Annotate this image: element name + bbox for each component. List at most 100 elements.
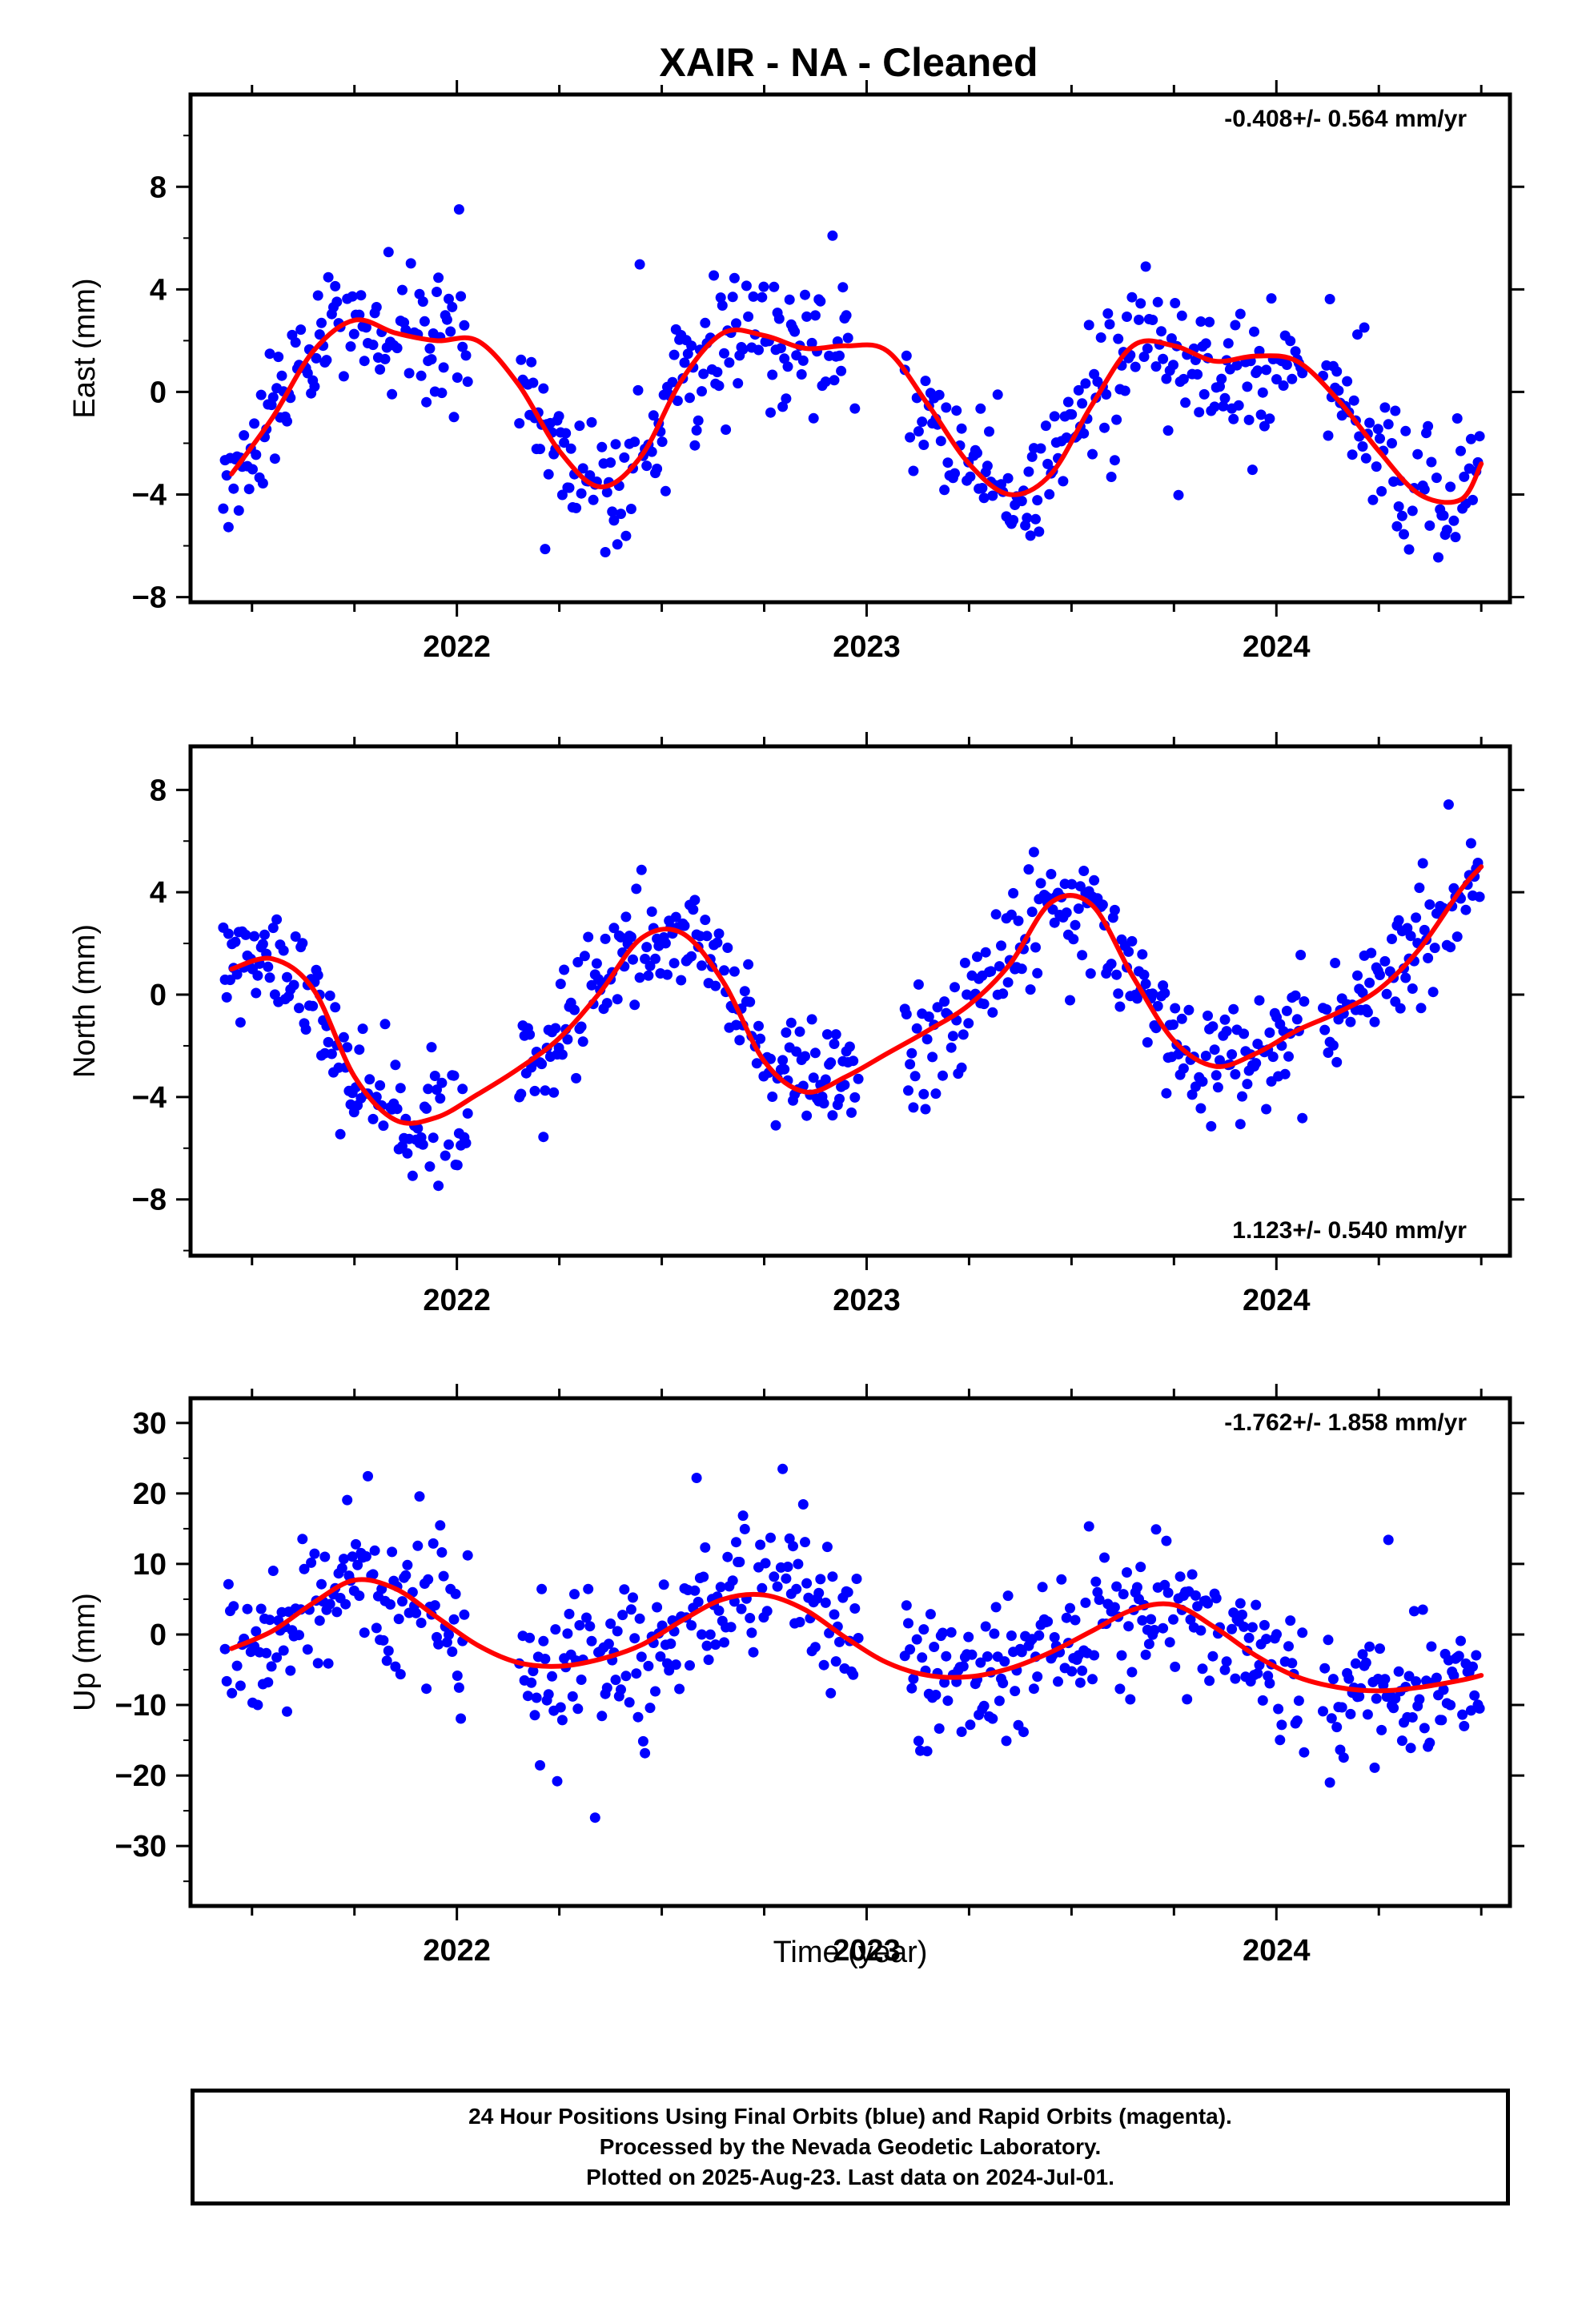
east-data-point	[1243, 414, 1255, 425]
up-data-point	[917, 1652, 928, 1663]
up-data-point	[851, 1574, 862, 1584]
east-data-point	[397, 284, 408, 296]
up-data-point	[1299, 1747, 1310, 1758]
east-data-point	[419, 316, 430, 327]
up-data-point	[1080, 1597, 1091, 1608]
north-data-point	[1402, 923, 1413, 934]
east-data-point	[972, 448, 982, 459]
up-data-point	[1174, 1571, 1186, 1582]
north-data-point	[395, 1083, 406, 1094]
east-data-point	[1233, 400, 1244, 411]
east-data-point	[1150, 361, 1162, 372]
east-data-point	[733, 378, 744, 389]
north-data-point	[1207, 1021, 1219, 1032]
east-data-point	[1448, 515, 1460, 526]
up-data-point	[715, 1582, 726, 1593]
up-data-point	[966, 1649, 978, 1660]
north-data-point	[821, 1029, 833, 1040]
up-data-point	[703, 1655, 714, 1666]
up-data-point	[1465, 1705, 1476, 1716]
east-data-point	[1083, 320, 1094, 331]
east-data-point	[282, 416, 292, 427]
north-data-point	[719, 965, 729, 976]
east-data-point	[808, 412, 819, 424]
north-data-point	[829, 1039, 840, 1049]
north-data-point	[1085, 968, 1096, 979]
east-data-point	[757, 292, 768, 303]
up-data-point	[1083, 1521, 1094, 1532]
east-data-point	[1040, 420, 1051, 432]
east-data-point	[1399, 529, 1409, 540]
up-data-point	[849, 1603, 861, 1614]
north-data-point	[1281, 1005, 1292, 1016]
east-data-point	[1342, 376, 1353, 387]
north-data-point	[540, 1085, 551, 1096]
east-data-point	[1192, 369, 1203, 380]
north-data-point	[586, 979, 597, 991]
north-data-point	[996, 940, 1006, 951]
up-data-point	[456, 1713, 467, 1724]
east-data-point	[1109, 455, 1120, 466]
up-data-point	[316, 1578, 327, 1590]
north-data-point	[830, 1029, 841, 1040]
east-data-point	[441, 314, 452, 325]
north-data-point	[1078, 866, 1090, 876]
up-data-point	[228, 1601, 239, 1612]
up-data-point	[586, 1635, 597, 1647]
north-data-point	[1114, 1001, 1126, 1012]
east-data-point	[457, 341, 468, 352]
east-data-point	[267, 392, 279, 403]
up-data-point	[739, 1523, 750, 1534]
up-data-point	[436, 1547, 448, 1558]
east-data-point	[1101, 389, 1112, 400]
up-data-point	[429, 1600, 440, 1611]
up-data-point	[414, 1491, 425, 1502]
up-data-point	[1445, 1699, 1456, 1711]
up-data-point	[705, 1629, 716, 1640]
up-data-point	[664, 1665, 675, 1676]
up-data-point	[1149, 1625, 1160, 1635]
east-y-tick-label: 4	[150, 273, 167, 307]
north-data-point	[801, 1110, 813, 1121]
north-data-point	[1061, 907, 1072, 919]
east-data-point	[1111, 414, 1122, 425]
up-data-point	[1010, 1686, 1021, 1697]
up-data-point	[713, 1605, 725, 1616]
north-data-point	[808, 1072, 819, 1084]
up-data-point	[1140, 1649, 1151, 1660]
north-data-point	[231, 969, 243, 980]
up-data-point	[1123, 1621, 1134, 1632]
east-data-point	[553, 411, 564, 422]
east-data-point	[1431, 472, 1442, 484]
up-data-point	[1247, 1622, 1258, 1633]
north-data-point	[516, 1088, 527, 1100]
east-data-point	[719, 348, 729, 359]
up-data-point	[736, 1603, 747, 1614]
up-data-point	[797, 1499, 809, 1510]
up-data-point	[788, 1541, 798, 1552]
east-data-point	[1278, 380, 1289, 391]
north-data-point	[1073, 903, 1084, 915]
up-data-point	[596, 1711, 608, 1722]
east-data-point	[600, 547, 611, 557]
up-data-point	[631, 1668, 642, 1679]
east-data-point	[698, 368, 709, 380]
east-data-point	[448, 412, 460, 423]
north-data-point	[300, 1024, 311, 1035]
north-data-point	[686, 951, 697, 962]
east-data-point	[1138, 352, 1150, 362]
east-data-point	[975, 403, 986, 414]
north-data-point	[1474, 891, 1485, 903]
north-data-point	[428, 1132, 439, 1144]
east-data-point	[717, 300, 728, 311]
east-data-point	[1002, 472, 1014, 484]
east-data-point	[1376, 486, 1387, 497]
east-data-point	[982, 460, 993, 472]
east-data-point	[571, 502, 582, 513]
east-data-point	[1066, 409, 1078, 420]
north-data-point	[390, 1059, 401, 1071]
up-data-point	[925, 1609, 936, 1620]
east-data-point	[779, 353, 790, 364]
east-data-point	[1140, 261, 1151, 272]
up-data-point	[619, 1584, 630, 1595]
